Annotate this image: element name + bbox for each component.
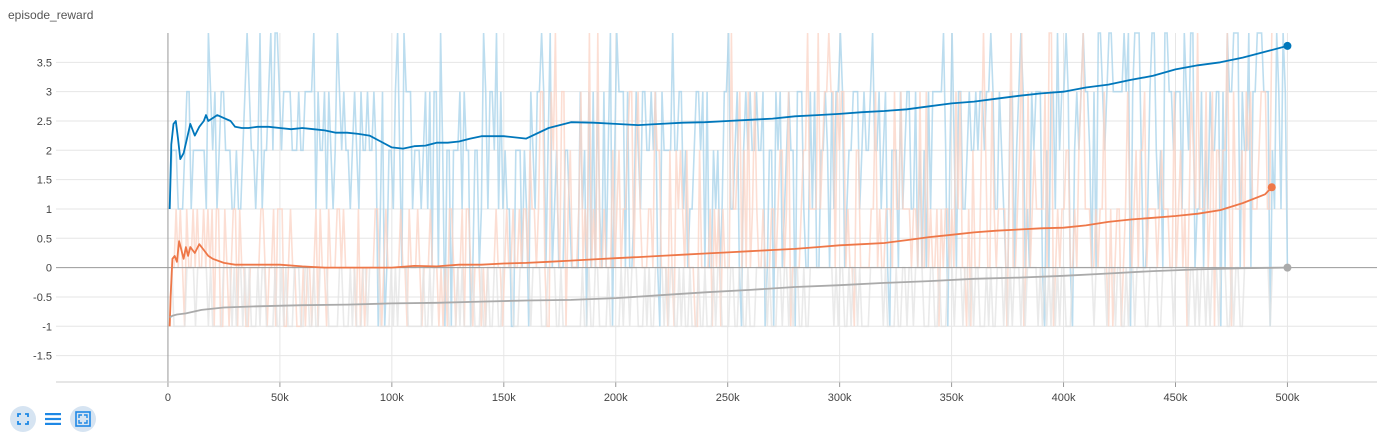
expand-button[interactable] [10,406,36,432]
y-tick-label: 2 [46,145,52,157]
x-tick-label: 300k [828,392,852,404]
series-end-marker-0 [1283,41,1292,50]
list-icon [45,413,61,425]
tick-labels: 3.5 3 2.5 2 1.5 1 0.5 0 -0.5 -1 -1.5 0 50k 100k 150k 20… [33,57,1300,404]
y-tick-label: 2.5 [37,116,52,128]
y-tick-label: -1 [42,321,52,333]
smoothed-lines [168,41,1292,327]
toggle-list-button[interactable] [40,406,66,432]
x-tick-label: 0 [165,392,171,404]
y-tick-label: 1 [46,204,52,216]
series-end-marker-2 [1283,263,1292,272]
y-tick-label: 0 [46,263,52,275]
x-tick-label: 400k [1052,392,1076,404]
fit-domain-icon [75,411,91,427]
x-tick-label: 500k [1276,392,1300,404]
axes [56,33,1377,387]
chart-title: episode_reward [8,8,94,22]
raw-trace-0 [168,32,1289,328]
series-line-2 [169,266,1288,319]
x-tick-label: 150k [492,392,516,404]
y-tick-label: -1.5 [33,351,52,363]
y-tick-label: -0.5 [33,292,52,304]
y-tick-label: 0.5 [37,233,52,245]
series-end-marker-1 [1267,183,1276,192]
x-tick-label: 450k [1164,392,1188,404]
y-tick-label: 1.5 [37,175,52,187]
x-tick-label: 100k [380,392,404,404]
y-tick-label: 3.5 [37,57,52,69]
series-line-0 [168,45,1288,210]
x-tick-label: 200k [604,392,628,404]
chart-toolbar [10,406,96,432]
x-tick-label: 350k [940,392,964,404]
x-tick-label: 250k [716,392,740,404]
fit-domain-button[interactable] [70,406,96,432]
expand-icon [17,413,29,425]
x-tick-label: 50k [271,392,289,404]
series-line-1 [168,186,1273,327]
y-tick-label: 3 [46,87,52,99]
